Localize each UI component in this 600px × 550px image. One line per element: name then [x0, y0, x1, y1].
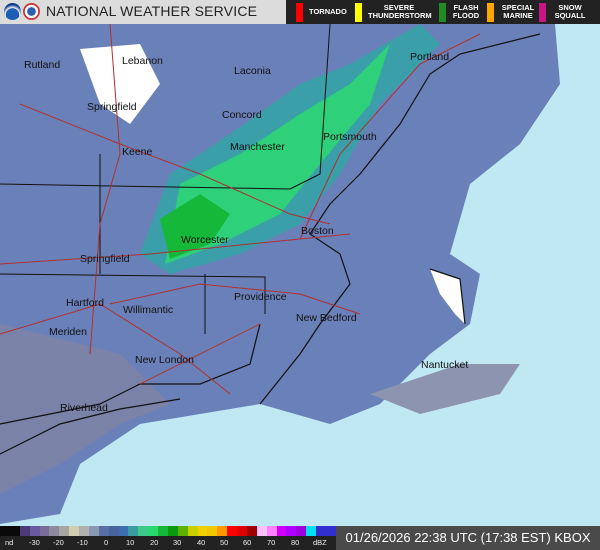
color-bar-segment	[148, 526, 158, 536]
color-bar-segment	[217, 526, 228, 536]
scale-label: -30	[29, 538, 40, 547]
city-label: Portland	[410, 51, 450, 63]
color-bar-segment	[316, 526, 326, 536]
color-bar-segment	[59, 526, 70, 536]
color-bar-segment	[227, 526, 237, 536]
legend-tornado: TORNADO	[296, 0, 347, 24]
city-label: Nantucket	[421, 359, 469, 371]
color-bar-segment	[256, 526, 267, 536]
scale-label: 0	[104, 538, 109, 547]
legend-snow-squall: SNOW SQUALL	[539, 0, 588, 24]
color-bar	[0, 526, 336, 536]
color-bar-segment	[118, 526, 129, 536]
radar-map[interactable]: Rutland Lebanon Laconia Portland Springf…	[0, 23, 600, 526]
scale-label: 70	[267, 538, 276, 547]
color-bar-segment	[306, 526, 316, 536]
color-bar-segment	[296, 526, 307, 536]
scale-label: 20	[150, 538, 159, 547]
radar-offshore-echo	[370, 364, 520, 414]
city-label: Rutland	[24, 59, 61, 71]
color-bar-segment	[187, 526, 198, 536]
nws-logo-icon	[23, 3, 40, 20]
legend-flash-flood: FLASH FLOOD	[439, 0, 480, 24]
radar-mixed-echo	[0, 324, 170, 494]
city-label: Meriden	[49, 326, 87, 338]
color-bar-segment	[266, 526, 277, 536]
city-label: Springfield	[80, 253, 130, 265]
cape-cod-area	[430, 269, 465, 324]
color-bar-segment	[98, 526, 109, 536]
color-bar-segment	[9, 526, 20, 536]
city-label: Worcester	[181, 234, 229, 246]
city-label: Keene	[122, 146, 153, 158]
scale-label: dBZ	[313, 538, 327, 547]
city-label: Lebanon	[122, 55, 163, 67]
scale-label: 50	[220, 538, 229, 547]
flood-swatch	[439, 2, 446, 22]
color-bar-segment	[0, 526, 10, 536]
color-bar-segment	[197, 526, 208, 536]
radar-snow-area	[80, 44, 160, 124]
scale-label: -20	[53, 538, 64, 547]
tornado-swatch	[296, 2, 303, 22]
legend-special-marine: SPECIAL MARINE	[487, 0, 536, 24]
color-bar-segment	[138, 526, 149, 536]
scale-label: 60	[243, 538, 252, 547]
color-bar-segment	[207, 526, 218, 536]
header-bar: NATIONAL WEATHER SERVICE TORNADO SEVERE …	[0, 0, 600, 24]
marine-swatch	[487, 2, 494, 22]
color-bar-segment	[29, 526, 40, 536]
radar-overlay	[0, 23, 560, 524]
color-bar-segment	[276, 526, 287, 536]
city-label: Hartford	[66, 297, 104, 309]
scale-label: 40	[197, 538, 206, 547]
color-bar-segment	[158, 526, 168, 536]
scale-label: 30	[173, 538, 182, 547]
color-bar-segment	[128, 526, 139, 536]
noaa-logo-icon	[4, 3, 21, 20]
state-borders	[0, 23, 331, 334]
color-bar-segment	[79, 526, 89, 536]
site-title: NATIONAL WEATHER SERVICE	[46, 3, 258, 19]
timestamp: 01/26/2026 22:38 UTC (17:38 EST) KBOX	[336, 526, 600, 550]
scale-label: 80	[291, 538, 300, 547]
severe-swatch	[355, 2, 362, 22]
city-label: Providence	[234, 291, 287, 303]
color-bar-segment	[177, 526, 188, 536]
city-label: Laconia	[234, 65, 271, 77]
color-bar-segment	[286, 526, 297, 536]
city-label: New London	[135, 354, 194, 366]
color-bar-segment	[246, 526, 257, 536]
color-bar-segment	[49, 526, 60, 536]
color-bar-segment	[19, 526, 30, 536]
color-bar-segment	[237, 526, 247, 536]
city-label: Concord	[222, 109, 262, 121]
squall-swatch	[539, 2, 546, 22]
scale-label: -10	[77, 538, 88, 547]
city-label: Boston	[301, 225, 334, 237]
city-label: Manchester	[230, 141, 285, 153]
reflectivity-scale: nd -30 -20 -10 0 10 20 30 40 50 60 70 80…	[0, 526, 336, 550]
legend-severe-thunderstorm: SEVERE THUNDERSTORM	[355, 0, 432, 24]
city-label: Springfield	[87, 101, 137, 113]
color-bar-segment	[88, 526, 99, 536]
city-label: Riverhead	[60, 402, 108, 414]
color-bar-segment	[325, 526, 336, 536]
city-label: Willimantic	[123, 304, 174, 316]
highways	[0, 23, 481, 395]
city-label: New Bedford	[296, 312, 357, 324]
color-bar-segment	[167, 526, 178, 536]
color-bar-segment	[39, 526, 50, 536]
scale-label: nd	[5, 538, 14, 547]
color-bar-segment	[69, 526, 79, 536]
warning-legend: TORNADO SEVERE THUNDERSTORM FLASH FLOOD …	[286, 0, 600, 24]
radar-heavy-echo	[160, 194, 230, 259]
scale-label: 10	[126, 538, 135, 547]
color-bar-segment	[108, 526, 119, 536]
city-label: Portsmouth	[323, 131, 377, 143]
coastline	[0, 33, 541, 455]
